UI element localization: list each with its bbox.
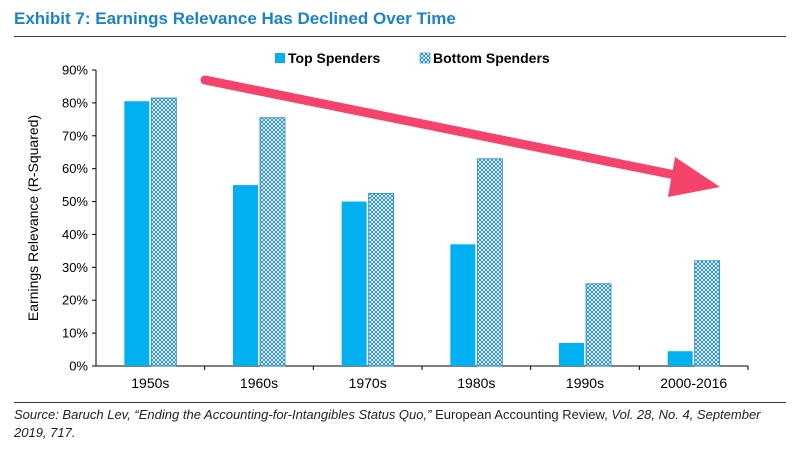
trend-arrow [200,75,720,197]
y-tick-label: 90% [62,63,88,78]
x-tick-label: 1960s [240,375,278,391]
y-axis-label: Earnings Relevance (R-Squared) [25,115,41,321]
source-volume: Vol. 28, No. 4, September 2019, 717. [14,407,761,440]
y-tick-label: 60% [62,161,88,176]
source-citation: Source: Baruch Lev, “Ending the Accounti… [14,407,432,422]
x-axis-labels: 1950s 1960s 1970s 1980s 1990s 2000-2016 [131,375,727,391]
source-note: Source: Baruch Lev, “Ending the Accounti… [14,406,786,442]
y-tick-label: 30% [62,260,88,275]
bar-bottom-spenders [368,192,395,367]
y-tick-label: 0% [69,359,88,374]
x-tick-label: 1950s [131,375,169,391]
bar-top-spenders [124,101,150,366]
bar-bottom-spenders [259,117,286,367]
bar-chart: 0% 10% 20% 30% 40% 50% 60% 70% 80% 90% 1950s 1960s… [25,50,749,391]
bar-bottom-spenders [585,283,612,367]
legend-swatch-top-spenders [275,53,285,63]
bar-top-spenders [559,342,584,366]
source-divider [14,402,786,403]
y-tick-label: 70% [62,128,88,143]
x-tick-label: 1970s [349,375,387,391]
chart-legend: Top Spenders Bottom Spenders [275,50,550,66]
y-tick-label: 40% [62,227,88,242]
bar-bottom-spenders [694,260,721,367]
y-tick-label: 20% [62,293,88,308]
bar-top-spenders [341,201,367,366]
legend-label-top-spenders: Top Spenders [288,50,381,66]
chart-title: Exhibit 7: Earnings Relevance Has Declin… [14,9,456,28]
bar-top-spenders [667,351,693,366]
legend-swatch-bottom-spenders [419,52,431,64]
x-tick-label: 2000-2016 [660,375,727,391]
bar-bottom-spenders [150,97,177,367]
bar-bottom-spenders [476,158,503,367]
chart-axes: 0% 10% 20% 30% 40% 50% 60% 70% 80% 90% [62,63,749,374]
x-tick-label: 1980s [457,375,495,391]
y-tick-label: 50% [62,194,88,209]
bar-top-spenders [233,185,258,366]
title-divider [14,36,786,37]
y-tick-label: 10% [62,326,88,341]
x-tick-label: 1990s [566,375,604,391]
source-journal: European Accounting Review, [431,407,612,422]
bar-top-spenders [450,244,476,366]
legend-label-bottom-spenders: Bottom Spenders [433,50,550,66]
chart-bars [124,97,721,367]
y-tick-label: 80% [62,95,88,110]
